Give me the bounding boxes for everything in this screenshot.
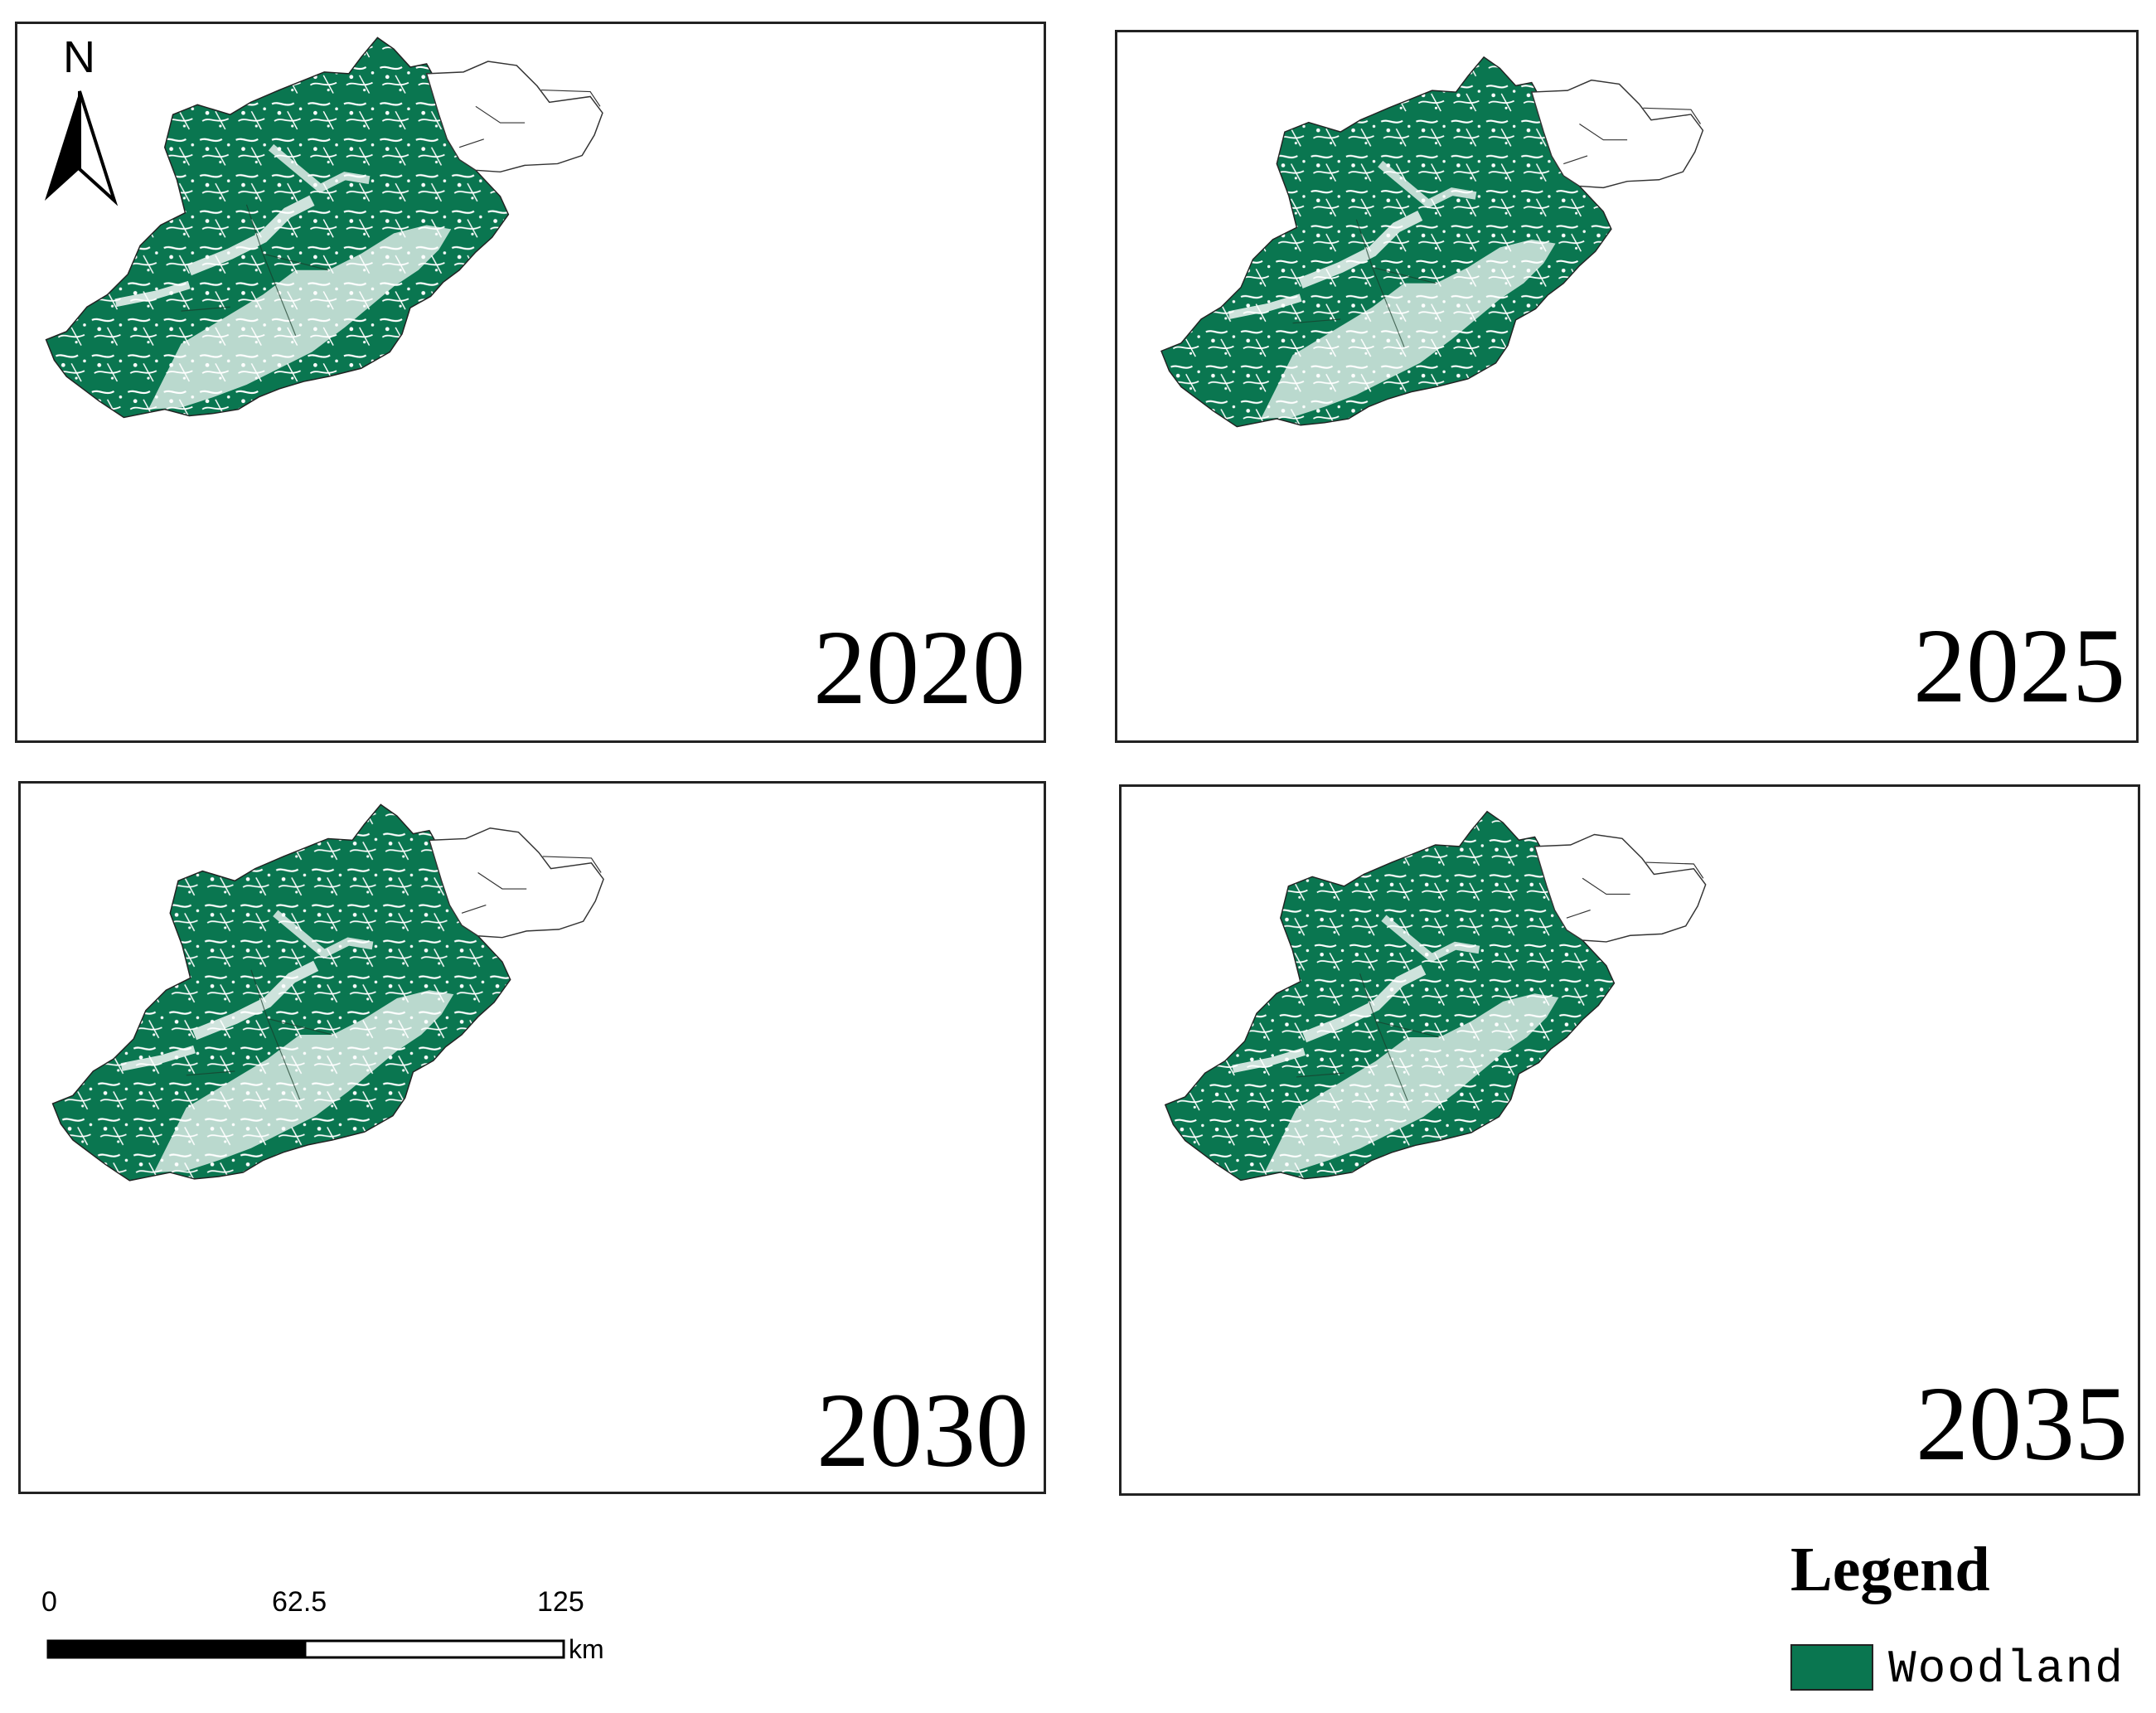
scale-bar-graphic [46,1639,565,1659]
legend-label-woodland: Woodland [1888,1643,2125,1696]
north-label: N [63,32,95,82]
map-panel-2035: 2035 [1119,784,2140,1496]
legend-title: Legend [1790,1535,1990,1604]
scale-tick-label: 0 [41,1586,57,1618]
year-label: 2030 [816,1371,1029,1489]
north-arrow-icon [45,90,119,206]
north-arrow: N [41,35,124,209]
legend: Legend Woodland [1790,1538,2139,1704]
map-panel-2030: 2030 [18,781,1046,1494]
legend-swatch-woodland [1790,1644,1873,1691]
scale-bar: 0 62.5 125 km [33,1588,630,1679]
scale-tick-label: 62.5 [272,1586,327,1618]
scale-tick-label: 125 [537,1586,584,1618]
year-label: 2025 [1913,607,2125,725]
year-label: 2035 [1916,1365,2128,1482]
map-panel-2025: 2025 [1115,30,2139,743]
map-panel-2020: 2020 [15,22,1046,743]
year-label: 2020 [813,609,1025,726]
scale-unit: km [569,1634,604,1664]
